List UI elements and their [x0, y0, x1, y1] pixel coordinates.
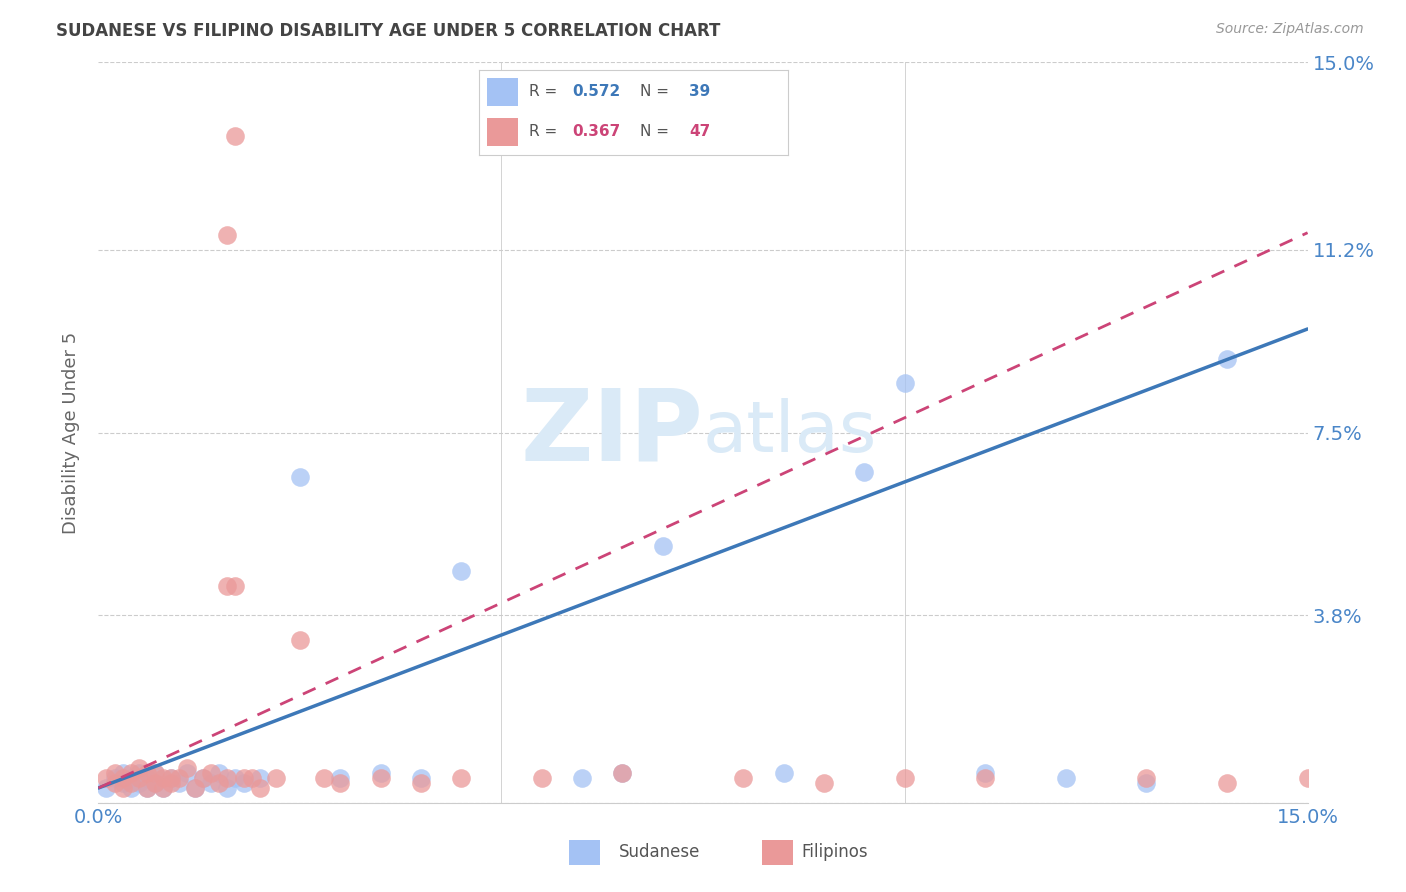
Point [193, 771, 215, 785]
Point [167, 776, 190, 790]
Point [176, 766, 198, 780]
Point [329, 771, 352, 785]
Point [450, 564, 472, 578]
Point [974, 771, 997, 785]
Point [160, 771, 183, 785]
Point [128, 766, 150, 780]
Point [135, 780, 157, 795]
Point [120, 780, 142, 795]
Point [893, 771, 915, 785]
Point [184, 780, 207, 795]
Point [530, 771, 553, 785]
Text: Filipinos: Filipinos [801, 843, 868, 861]
Point [152, 780, 174, 795]
Point [571, 771, 593, 785]
Point [409, 776, 432, 790]
Text: SUDANESE VS FILIPINO DISABILITY AGE UNDER 5 CORRELATION CHART: SUDANESE VS FILIPINO DISABILITY AGE UNDE… [56, 22, 721, 40]
Point [1054, 771, 1077, 785]
Point [249, 780, 271, 795]
Point [893, 376, 915, 391]
Point [111, 771, 134, 785]
Point [217, 228, 239, 243]
Point [120, 766, 142, 780]
Point [128, 761, 150, 775]
Point [103, 776, 125, 790]
Point [612, 766, 634, 780]
Point [240, 771, 263, 785]
Point [143, 766, 166, 780]
Point [853, 465, 876, 479]
Point [103, 766, 125, 780]
Text: Source: ZipAtlas.com: Source: ZipAtlas.com [1216, 22, 1364, 37]
Point [612, 766, 634, 780]
Point [135, 771, 157, 785]
Point [120, 771, 142, 785]
Point [651, 539, 673, 553]
Point [152, 771, 174, 785]
Point [1296, 771, 1319, 785]
Point [160, 776, 183, 790]
Point [217, 771, 239, 785]
Point [184, 780, 207, 795]
Point [288, 632, 311, 647]
Point [103, 771, 125, 785]
Point [370, 771, 392, 785]
Point [813, 776, 835, 790]
Point [249, 771, 271, 785]
Point [200, 776, 222, 790]
Text: ZIP: ZIP [520, 384, 703, 481]
Point [143, 776, 166, 790]
Point [1216, 351, 1239, 366]
Point [217, 780, 239, 795]
Point [193, 771, 215, 785]
Point [1216, 776, 1239, 790]
Point [409, 771, 432, 785]
Point [111, 766, 134, 780]
Point [224, 129, 246, 144]
Point [224, 771, 246, 785]
Point [974, 766, 997, 780]
Point [314, 771, 336, 785]
Point [1135, 776, 1157, 790]
Point [772, 766, 794, 780]
Point [224, 579, 246, 593]
Point [450, 771, 472, 785]
Point [120, 776, 142, 790]
Point [232, 771, 254, 785]
Text: Sudanese: Sudanese [619, 843, 700, 861]
Point [135, 780, 157, 795]
Y-axis label: Disability Age Under 5: Disability Age Under 5 [62, 332, 80, 533]
Point [288, 470, 311, 484]
Point [143, 776, 166, 790]
Point [217, 579, 239, 593]
Point [96, 771, 118, 785]
Point [264, 771, 287, 785]
Point [143, 766, 166, 780]
Point [128, 771, 150, 785]
Point [176, 761, 198, 775]
Point [167, 771, 190, 785]
Text: atlas: atlas [703, 398, 877, 467]
Point [1135, 771, 1157, 785]
Point [135, 766, 157, 780]
Point [111, 780, 134, 795]
Point [160, 771, 183, 785]
Point [232, 776, 254, 790]
Point [200, 766, 222, 780]
Point [208, 766, 231, 780]
Point [152, 780, 174, 795]
Point [329, 776, 352, 790]
Point [128, 776, 150, 790]
Point [370, 766, 392, 780]
Point [111, 776, 134, 790]
Point [96, 780, 118, 795]
Point [733, 771, 755, 785]
Point [208, 776, 231, 790]
